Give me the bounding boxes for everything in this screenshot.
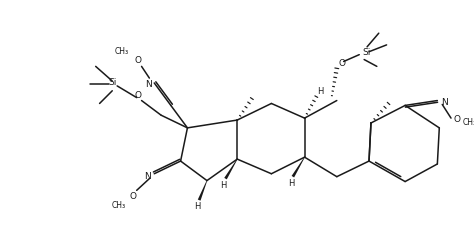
Text: Si: Si [108, 78, 117, 87]
Polygon shape [198, 181, 207, 201]
Text: O: O [338, 59, 345, 68]
Polygon shape [224, 159, 237, 179]
Text: N: N [441, 98, 447, 107]
Text: CH₃: CH₃ [463, 118, 474, 126]
Text: O: O [134, 56, 141, 65]
Text: O: O [129, 192, 136, 201]
Polygon shape [292, 157, 305, 177]
Text: N: N [145, 80, 152, 89]
Text: CH₃: CH₃ [112, 201, 126, 210]
Text: H: H [220, 181, 227, 190]
Text: O: O [453, 115, 460, 123]
Text: CH₃: CH₃ [115, 47, 129, 56]
Text: H: H [288, 179, 294, 188]
Text: O: O [134, 91, 141, 100]
Text: H: H [317, 87, 323, 96]
Text: H: H [194, 202, 201, 211]
Text: Si: Si [362, 48, 370, 57]
Text: N: N [144, 172, 151, 181]
